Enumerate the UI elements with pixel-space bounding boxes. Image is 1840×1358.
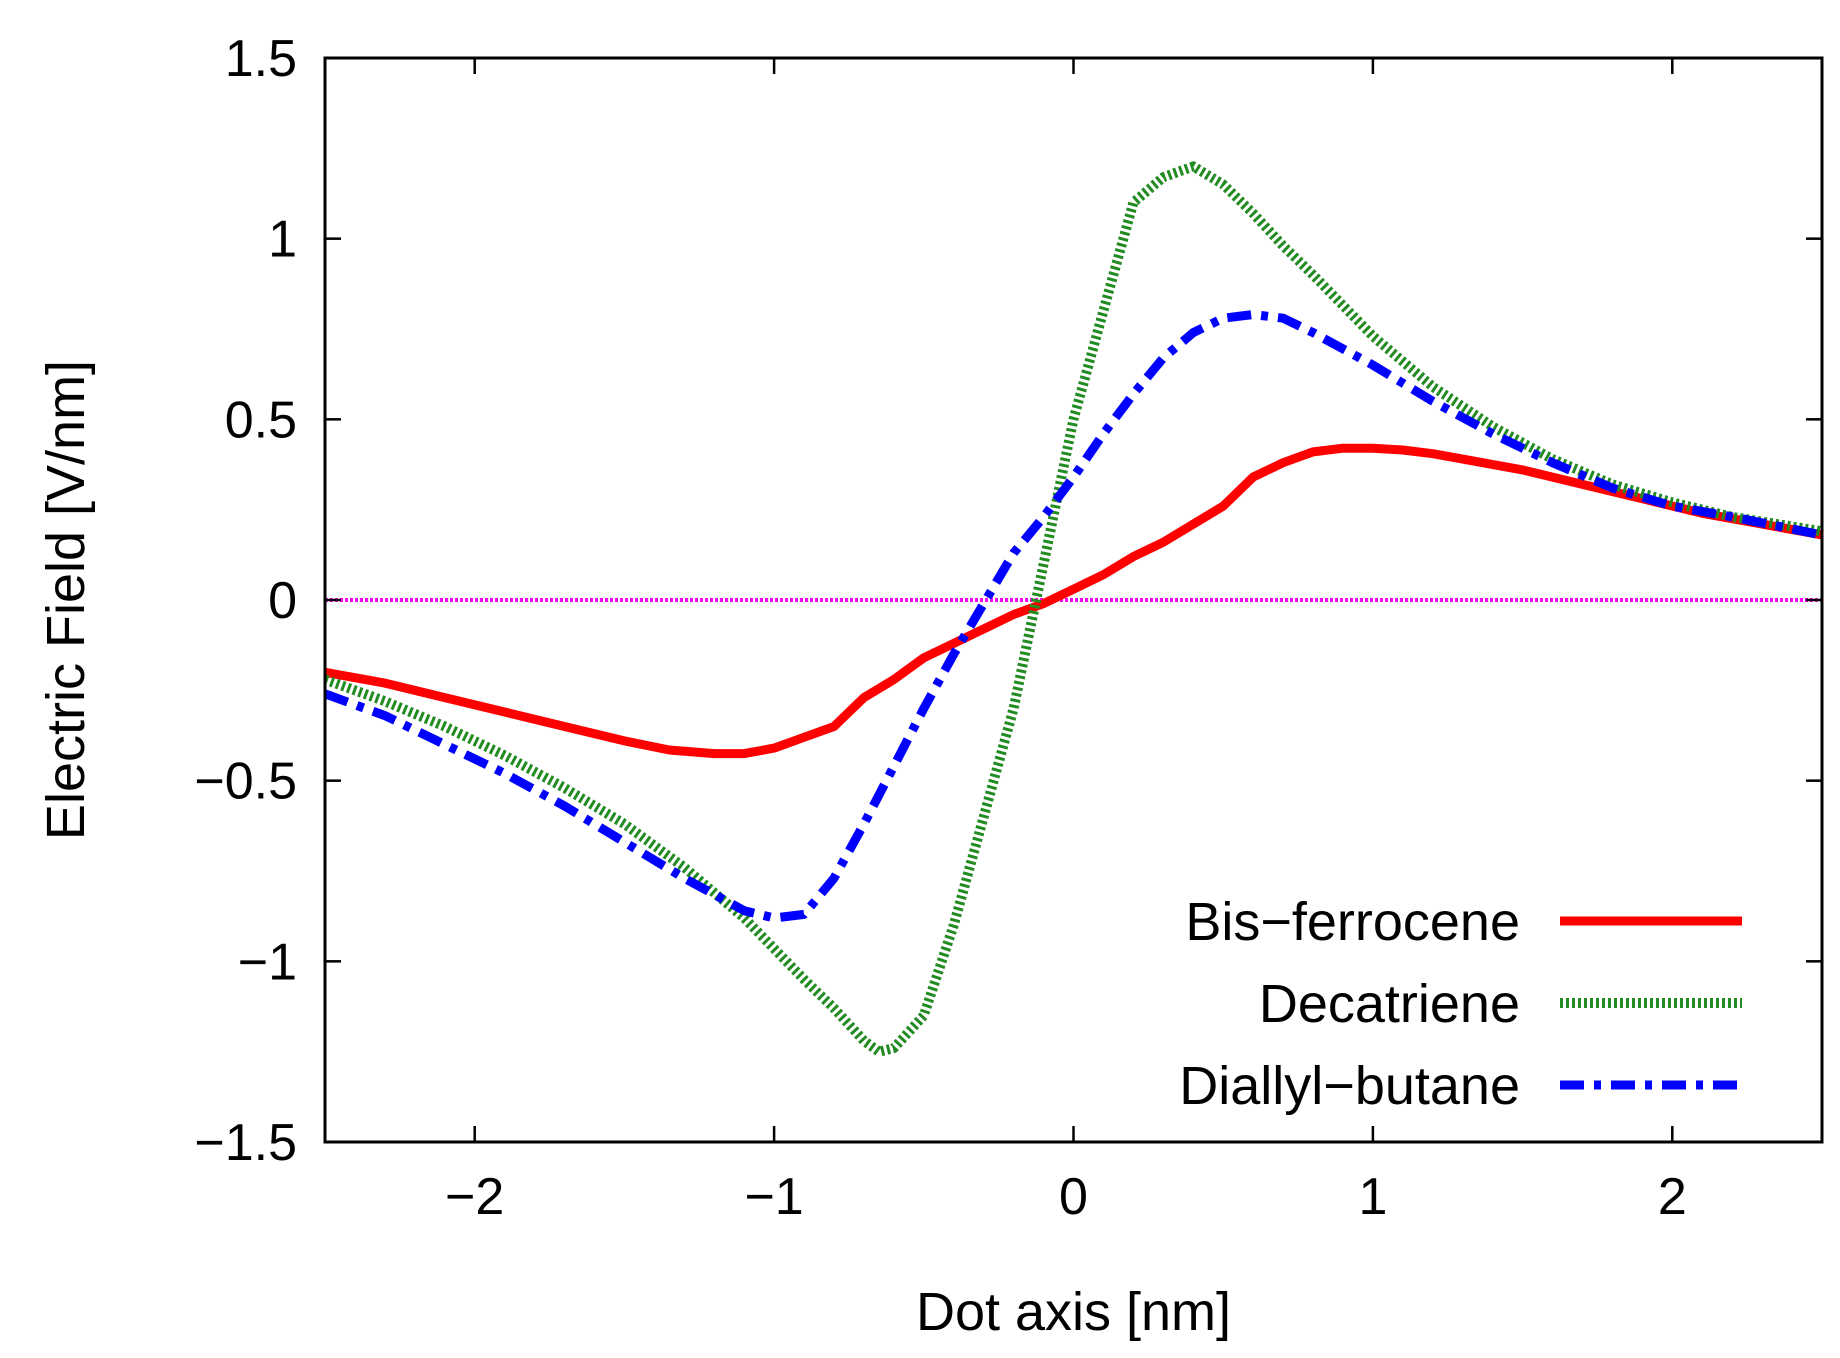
- plot-frame: [323, 56, 1824, 1144]
- x-tick-label: 2: [1658, 1168, 1687, 1226]
- x-axis-label: Dot axis [nm]: [916, 1282, 1231, 1342]
- legend: Bis−ferrocene Decatriene Diallyl−butane: [1179, 892, 1742, 1116]
- x-tick-label: 1: [1358, 1168, 1387, 1226]
- series-line-1: [325, 161, 1822, 1057]
- axis-tick-labels: −2 −1 0 1 2 −1.5 −1 −0.5 0 0.5 1 1.5: [194, 30, 1686, 1226]
- y-tick-label: −1.5: [194, 1114, 297, 1172]
- y-tick-label: −0.5: [194, 753, 297, 811]
- legend-label-1: Decatriene: [1259, 974, 1520, 1034]
- legend-label-0: Bis−ferrocene: [1185, 892, 1520, 952]
- y-tick-label: 1: [268, 211, 297, 269]
- y-tick-label: 0.5: [225, 391, 297, 449]
- x-tick-label: 0: [1059, 1168, 1088, 1226]
- y-axis-label: Electric Field [V/nm]: [36, 360, 96, 840]
- plot-area: [325, 161, 1822, 1057]
- y-tick-label: 0: [268, 572, 297, 630]
- plot-lines: [325, 161, 1822, 1057]
- x-tick-label: −2: [445, 1168, 504, 1226]
- x-tick-label: −1: [744, 1168, 803, 1226]
- axis-ticks: [325, 56, 1822, 1144]
- series-line-0: [325, 443, 1822, 759]
- legend-label-2: Diallyl−butane: [1179, 1056, 1520, 1116]
- y-tick-label: −1: [238, 933, 297, 991]
- y-tick-label: 1.5: [225, 30, 297, 88]
